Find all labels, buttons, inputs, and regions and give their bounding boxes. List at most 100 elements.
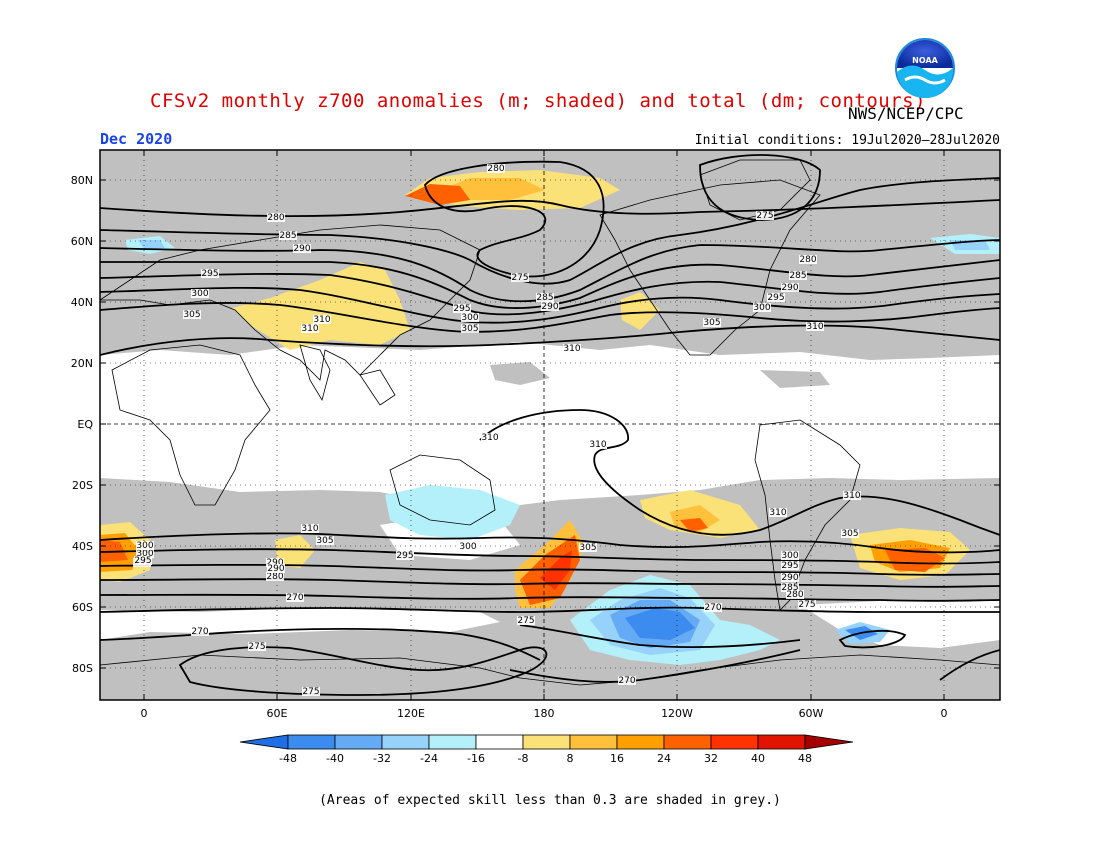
lon-label: 120W — [661, 707, 693, 720]
contour-label: 290 — [541, 302, 558, 312]
contour-label: 300 — [136, 541, 153, 551]
colorbar-tick-label: -32 — [373, 752, 391, 765]
lon-label: 180 — [534, 707, 555, 720]
contour-label: 305 — [579, 543, 596, 553]
contour-label: 270 — [286, 593, 303, 603]
contour-label: 305 — [316, 536, 333, 546]
contour-label: 285 — [536, 293, 553, 303]
colorbar-tick-label: 24 — [657, 752, 671, 765]
contour-label: 290 — [266, 558, 283, 568]
contour-label: 275 — [756, 211, 773, 221]
noaa-logo-text: NOAA — [912, 56, 938, 65]
contour-label: 300 — [459, 542, 476, 552]
contour-label: 295 — [781, 561, 798, 571]
lat-label: 20N — [71, 357, 93, 370]
contour-label: 295 — [134, 556, 151, 566]
graticule — [100, 150, 1000, 700]
contour-label: 310 — [589, 440, 606, 450]
contour-label: 305 — [703, 318, 720, 328]
lat-label: 40N — [71, 296, 93, 309]
contour-label: 295 — [396, 551, 413, 561]
contour-label: 305 — [183, 310, 200, 320]
colorbar-swatch — [710, 734, 759, 750]
colorbar-left-arrow-icon — [239, 734, 289, 750]
contour-label: 280 — [487, 164, 504, 174]
forecast-month: Dec 2020 — [100, 130, 173, 148]
lat-label: 20S — [72, 479, 93, 492]
lat-label: EQ — [77, 418, 93, 431]
contour-label: 310 — [301, 524, 318, 534]
contour-label: 275 — [798, 600, 815, 610]
colorbar-swatch — [428, 734, 477, 750]
lat-label: 60S — [72, 601, 93, 614]
contour-label: 295 — [453, 304, 470, 314]
map-frame — [99, 149, 1001, 701]
colorbar-tick-label: 40 — [751, 752, 765, 765]
lat-label: 40S — [72, 540, 93, 553]
skill-footnote: (Areas of expected skill less than 0.3 a… — [319, 793, 781, 808]
lon-label: 60W — [799, 707, 824, 720]
contour-label: 270 — [704, 603, 721, 613]
agency-label: NWS/NCEP/CPC — [848, 104, 964, 123]
colorbar-swatch — [616, 734, 665, 750]
lon-label: 60E — [267, 707, 288, 720]
contour-label: 270 — [618, 676, 635, 686]
contour-label: 300 — [781, 551, 798, 561]
lat-label: 80S — [72, 662, 93, 675]
contour-label: 275 — [511, 273, 528, 283]
lon-label: 0 — [941, 707, 948, 720]
colorbar-tick-label: -48 — [279, 752, 297, 765]
contour-label: 300 — [461, 313, 478, 323]
contour-label: 310 — [806, 322, 823, 332]
contour-label: 280 — [799, 255, 816, 265]
coastlines — [100, 159, 1000, 686]
colorbar-swatch — [757, 734, 806, 750]
colorbar-tick-label: -8 — [518, 752, 529, 765]
colorbar-swatch — [663, 734, 712, 750]
contour-label: 285 — [279, 231, 296, 241]
contour-label: 295 — [767, 293, 784, 303]
longitude-axis: 0 60E 120E 180 120W 60W 0 — [141, 150, 948, 720]
contour-label: 285 — [789, 271, 806, 281]
contour-label: 305 — [841, 529, 858, 539]
contour-label: 310 — [313, 315, 330, 325]
colorbar-tick-label: 32 — [704, 752, 718, 765]
contour-label: 310 — [843, 491, 860, 501]
lon-label: 120E — [397, 707, 425, 720]
chart-title: CFSv2 monthly z700 anomalies (m; shaded)… — [150, 90, 927, 112]
colorbar-tick-label: -24 — [420, 752, 438, 765]
colorbar-tick-label: 48 — [798, 752, 812, 765]
colorbar-swatch — [287, 734, 336, 750]
contour-label: 300 — [191, 289, 208, 299]
colorbar-swatch — [522, 734, 571, 750]
contour-label: 305 — [461, 324, 478, 334]
colorbar-tick-label: -40 — [326, 752, 344, 765]
colorbar-tick-label: 16 — [610, 752, 624, 765]
contour-label: 300 — [136, 549, 153, 559]
colorbar: -48 -40 -32 -24 -16 -8 8 16 24 32 40 48 — [239, 734, 854, 765]
noaa-logo-icon: NOAA — [895, 38, 955, 99]
contour-label: 310 — [481, 433, 498, 443]
lat-label: 60N — [71, 235, 93, 248]
contour-label: 290 — [781, 573, 798, 583]
colorbar-tick-label: -16 — [467, 752, 485, 765]
lat-label: 80N — [71, 174, 93, 187]
contour-label: 310 — [769, 508, 786, 518]
contour-label: 280 — [786, 590, 803, 600]
contour-label: 295 — [201, 269, 218, 279]
contour-label: 285 — [781, 583, 798, 593]
contour-label: 310 — [563, 344, 580, 354]
contour-label: 275 — [517, 616, 534, 626]
contour-label: 275 — [248, 642, 265, 652]
contour-label: 290 — [293, 244, 310, 254]
lon-label: 0 — [141, 707, 148, 720]
contour-label: 275 — [302, 687, 319, 697]
colorbar-right-arrow-icon — [804, 734, 854, 750]
latitude-axis: 80N 60N 40N 20N EQ 20S 40S 60S 80S — [71, 174, 1000, 675]
colorbar-swatch — [569, 734, 618, 750]
colorbar-tick-label: 8 — [567, 752, 574, 765]
initial-conditions: Initial conditions: 19Jul2020–28Jul2020 — [694, 133, 1000, 148]
contour-label: 280 — [266, 572, 283, 582]
